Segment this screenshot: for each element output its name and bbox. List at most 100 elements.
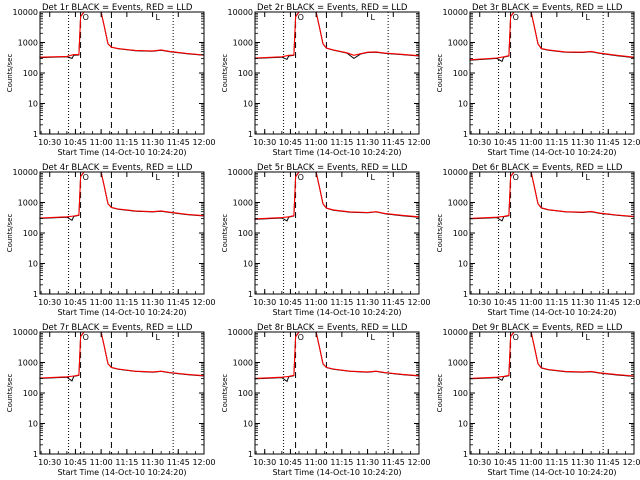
y-tick-label: 1 [248, 290, 253, 299]
y-tick-label: 100 [453, 229, 468, 238]
y-tick-label: 10 [28, 420, 38, 429]
y-axis-label: Counts/sec [6, 214, 14, 253]
y-tick-label: 1000 [233, 199, 253, 208]
x-tick-label: 12:00 [622, 458, 640, 467]
y-tick-label: 1 [248, 130, 253, 139]
x-axis-label: Start Time (14-Oct-10 10:24:20) [57, 468, 186, 477]
event-marker-label: L [155, 173, 160, 182]
x-tick-label: 11:45 [382, 138, 405, 147]
y-tick-label: 10 [458, 100, 468, 109]
plot-frame [39, 11, 205, 135]
x-tick-label: 11:00 [90, 138, 113, 147]
x-tick-label: 12:00 [622, 298, 640, 307]
chart-title: Det 4r BLACK = Events, RED = LLD [42, 163, 193, 173]
event-marker-label: L [370, 333, 375, 342]
y-tick-label: 100 [238, 389, 253, 398]
x-axis-label: Start Time (14-Oct-10 10:24:20) [487, 308, 616, 317]
chart-title: Det 6r BLACK = Events, RED = LLD [472, 163, 623, 173]
chart-title: Det 8r BLACK = Events, RED = LLD [257, 323, 408, 333]
x-axis-label: Start Time (14-Oct-10 10:24:20) [57, 308, 186, 317]
x-axis-label: Start Time (14-Oct-10 10:24:20) [57, 148, 186, 157]
x-tick-label: 12:00 [407, 458, 430, 467]
x-tick-label: 11:30 [141, 458, 164, 467]
y-axis-label: Counts/sec [221, 54, 229, 93]
series-line-black [254, 171, 420, 222]
x-tick-label: 11:30 [356, 138, 379, 147]
x-tick-label: 11:45 [382, 298, 405, 307]
y-tick-label: 10 [28, 100, 38, 109]
series-line-red [469, 11, 635, 61]
event-marker-label: L [155, 333, 160, 342]
x-tick-label: 10:30 [253, 138, 276, 147]
x-tick-label: 11:15 [545, 138, 568, 147]
event-marker-label: L [585, 13, 590, 22]
x-axis-label: Start Time (14-Oct-10 10:24:20) [487, 148, 616, 157]
x-tick-label: 11:00 [90, 298, 113, 307]
y-axis-label: Counts/sec [436, 54, 444, 93]
y-axis-label: Counts/sec [436, 374, 444, 413]
y-tick-label: 10000 [13, 8, 38, 17]
series-line-black [469, 171, 635, 222]
y-axis-label: Counts/sec [6, 374, 14, 413]
x-tick-label: 11:00 [305, 458, 328, 467]
series-line-red [39, 11, 205, 58]
x-tick-label: 11:30 [141, 298, 164, 307]
x-tick-label: 10:30 [468, 138, 491, 147]
y-tick-label: 1 [463, 450, 468, 459]
y-tick-label: 10000 [443, 8, 468, 17]
y-axis-label: Counts/sec [6, 54, 14, 93]
y-tick-label: 1000 [448, 199, 468, 208]
plot-frame [254, 331, 420, 455]
x-tick-label: 10:45 [64, 138, 87, 147]
y-tick-label: 100 [23, 389, 38, 398]
series-line-red [254, 331, 420, 379]
y-tick-label: 1000 [233, 39, 253, 48]
chart-title: Det 5r BLACK = Events, RED = LLD [257, 163, 408, 173]
x-tick-label: 10:45 [64, 458, 87, 467]
x-tick-label: 12:00 [407, 138, 430, 147]
x-tick-label: 12:00 [192, 458, 215, 467]
series-line-red [469, 171, 635, 219]
x-axis-label: Start Time (14-Oct-10 10:24:20) [272, 148, 401, 157]
x-tick-label: 11:15 [330, 138, 353, 147]
y-tick-label: 100 [23, 229, 38, 238]
x-tick-label: 10:30 [253, 298, 276, 307]
x-tick-label: 11:45 [597, 458, 620, 467]
x-tick-label: 11:30 [571, 298, 594, 307]
series-line-red [39, 171, 205, 219]
x-tick-label: 10:45 [494, 138, 517, 147]
y-tick-label: 10 [243, 260, 253, 269]
y-tick-label: 1 [463, 130, 468, 139]
event-marker-label: O [513, 13, 519, 22]
x-tick-label: 10:45 [279, 458, 302, 467]
y-tick-label: 1000 [18, 199, 38, 208]
event-marker-label: L [155, 13, 160, 22]
x-tick-label: 11:30 [356, 298, 379, 307]
x-tick-label: 10:30 [468, 298, 491, 307]
chart-title: Det 2r BLACK = Events, RED = LLD [257, 3, 408, 13]
x-tick-label: 11:30 [571, 458, 594, 467]
x-axis-label: Start Time (14-Oct-10 10:24:20) [272, 468, 401, 477]
y-axis-label: Counts/sec [221, 214, 229, 253]
y-tick-label: 10000 [443, 168, 468, 177]
y-tick-label: 10000 [228, 8, 253, 17]
x-tick-label: 12:00 [407, 298, 430, 307]
y-tick-label: 1 [463, 290, 468, 299]
y-tick-label: 10000 [228, 328, 253, 337]
y-tick-label: 10000 [13, 328, 38, 337]
event-marker-label: O [83, 13, 89, 22]
chart-title: Det 7r BLACK = Events, RED = LLD [42, 323, 193, 333]
series-line-red [39, 331, 205, 379]
x-tick-label: 11:15 [330, 298, 353, 307]
x-tick-label: 11:00 [520, 298, 543, 307]
x-tick-label: 11:00 [520, 138, 543, 147]
event-marker-label: O [83, 173, 89, 182]
series-line-red [254, 171, 420, 220]
y-tick-label: 100 [238, 229, 253, 238]
x-tick-label: 11:30 [141, 138, 164, 147]
y-tick-label: 100 [453, 389, 468, 398]
